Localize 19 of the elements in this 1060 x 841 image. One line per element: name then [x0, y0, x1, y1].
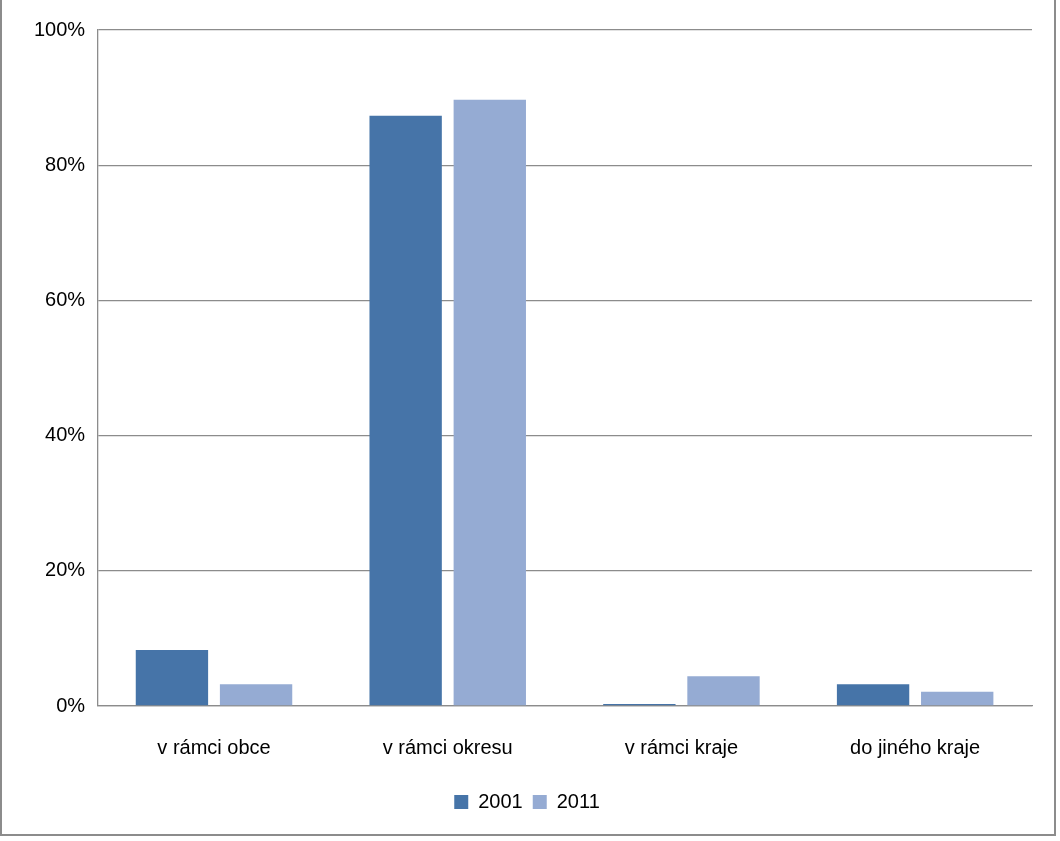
x-tick-label: v rámci kraje: [624, 735, 739, 758]
x-tick-label: v rámci obce: [157, 735, 271, 758]
y-tick-label: 60%: [45, 287, 86, 310]
bar: [921, 691, 994, 706]
bar: [369, 115, 442, 706]
legend-label: 2001: [478, 789, 523, 812]
y-tick-label: 80%: [45, 152, 86, 175]
legend-label: 2011: [556, 789, 600, 812]
bar: [453, 99, 526, 706]
y-tick-label: 20%: [45, 558, 86, 581]
bar: [836, 684, 910, 706]
x-tick-label: v rámci okresu: [382, 735, 513, 758]
y-tick-label: 100%: [34, 17, 86, 40]
x-tick-label: do jiného kraje: [850, 735, 981, 758]
bar: [135, 649, 209, 706]
bar: [219, 684, 293, 706]
y-tick-label: 40%: [45, 423, 86, 446]
y-tick-label: 0%: [56, 693, 86, 716]
bar: [687, 676, 760, 706]
